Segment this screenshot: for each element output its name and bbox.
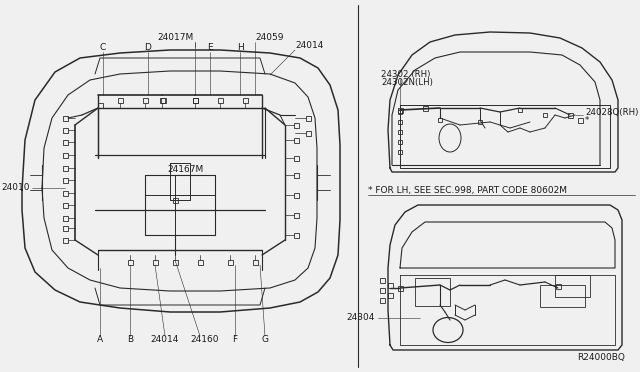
Bar bbox=[63, 215, 67, 221]
Bar bbox=[63, 225, 67, 231]
Bar bbox=[556, 283, 561, 289]
Bar bbox=[63, 237, 67, 243]
Text: 24010: 24010 bbox=[1, 183, 30, 192]
Bar bbox=[518, 108, 522, 112]
Bar bbox=[253, 260, 257, 264]
Bar bbox=[294, 192, 298, 198]
Bar bbox=[438, 118, 442, 122]
Text: E: E bbox=[207, 44, 213, 52]
Bar bbox=[397, 285, 403, 291]
Bar bbox=[398, 110, 402, 114]
Bar bbox=[63, 190, 67, 196]
Bar bbox=[380, 288, 385, 292]
Bar bbox=[198, 260, 202, 264]
Text: F: F bbox=[232, 336, 237, 344]
Bar bbox=[398, 140, 402, 144]
Bar bbox=[380, 278, 385, 282]
Text: C: C bbox=[100, 44, 106, 52]
Bar bbox=[218, 97, 223, 103]
Bar bbox=[478, 120, 482, 124]
Bar bbox=[294, 232, 298, 237]
Text: 24302N(LH): 24302N(LH) bbox=[381, 78, 433, 87]
Text: 24304: 24304 bbox=[347, 314, 375, 323]
Bar bbox=[143, 97, 147, 103]
Bar bbox=[63, 166, 67, 170]
Bar bbox=[63, 153, 67, 157]
Bar bbox=[397, 108, 403, 112]
Bar bbox=[159, 97, 164, 103]
Bar bbox=[305, 131, 310, 135]
Text: 24014: 24014 bbox=[296, 41, 324, 49]
Bar bbox=[415, 278, 450, 306]
Bar bbox=[294, 122, 298, 128]
Text: 24059: 24059 bbox=[256, 32, 284, 42]
Bar bbox=[398, 120, 402, 124]
Text: 24028Q(RH): 24028Q(RH) bbox=[585, 108, 638, 116]
Text: A: A bbox=[97, 336, 103, 344]
Bar bbox=[97, 103, 102, 108]
Bar bbox=[227, 260, 232, 264]
Text: *: * bbox=[585, 115, 589, 125]
Bar bbox=[305, 115, 310, 121]
Bar bbox=[63, 140, 67, 144]
Text: * FOR LH, SEE SEC.998, PART CODE 80602M: * FOR LH, SEE SEC.998, PART CODE 80602M bbox=[368, 186, 567, 195]
Text: G: G bbox=[262, 336, 269, 344]
Bar bbox=[543, 113, 547, 117]
Bar bbox=[294, 138, 298, 142]
Text: 24014: 24014 bbox=[151, 336, 179, 344]
Bar bbox=[161, 97, 166, 103]
Bar bbox=[173, 198, 177, 202]
Text: 24160: 24160 bbox=[191, 336, 220, 344]
Bar bbox=[568, 112, 573, 118]
Bar bbox=[118, 97, 122, 103]
Bar bbox=[63, 177, 67, 183]
Text: 24302 (RH): 24302 (RH) bbox=[381, 71, 430, 80]
Bar bbox=[387, 292, 392, 298]
Bar bbox=[577, 118, 582, 122]
Bar bbox=[540, 285, 585, 307]
Bar bbox=[193, 97, 198, 103]
Text: D: D bbox=[145, 44, 152, 52]
Bar bbox=[387, 282, 392, 288]
Text: R24000BQ: R24000BQ bbox=[577, 353, 625, 362]
Bar bbox=[127, 260, 132, 264]
Bar bbox=[63, 202, 67, 208]
Bar bbox=[398, 150, 402, 154]
Text: 24017M: 24017M bbox=[157, 32, 193, 42]
Text: B: B bbox=[127, 336, 133, 344]
Bar bbox=[555, 275, 590, 297]
Text: 24167M: 24167M bbox=[167, 166, 203, 174]
Bar bbox=[422, 106, 428, 110]
Bar bbox=[294, 173, 298, 177]
Bar bbox=[380, 298, 385, 302]
Bar bbox=[193, 97, 198, 103]
Bar bbox=[152, 260, 157, 264]
Bar bbox=[63, 128, 67, 132]
Bar bbox=[398, 130, 402, 134]
Bar bbox=[294, 155, 298, 160]
Bar bbox=[294, 212, 298, 218]
Bar bbox=[63, 115, 67, 121]
Bar bbox=[243, 97, 248, 103]
Text: H: H bbox=[237, 44, 243, 52]
Bar bbox=[173, 260, 177, 264]
